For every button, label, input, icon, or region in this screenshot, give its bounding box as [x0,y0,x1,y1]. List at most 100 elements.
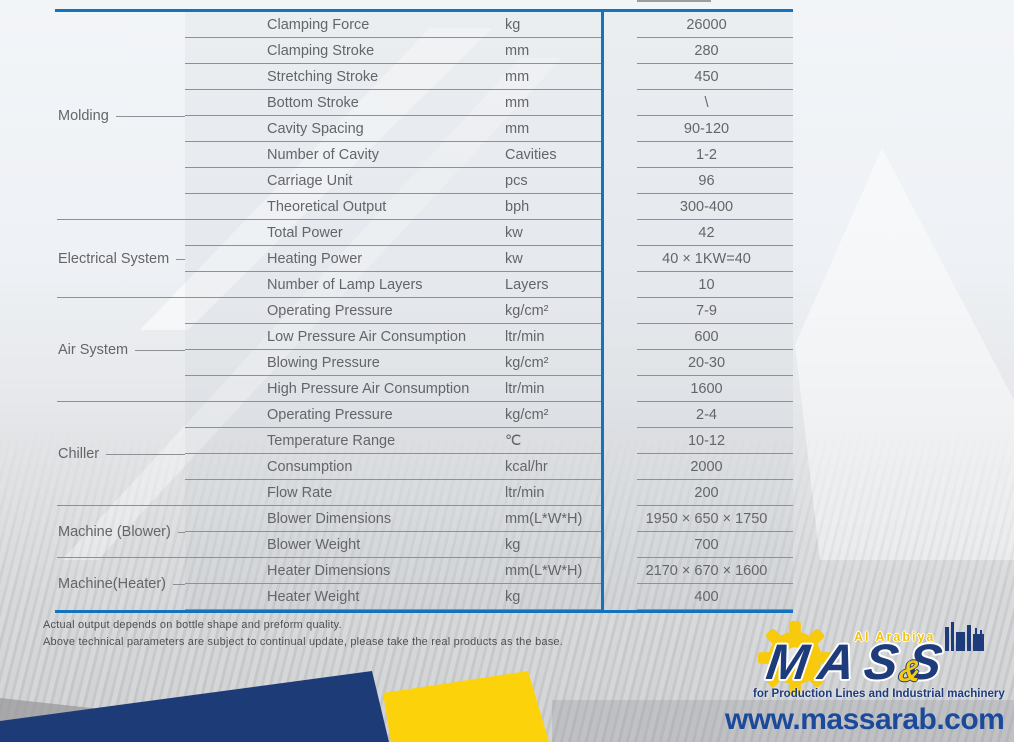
parameter-cell: Total Power [267,224,343,241]
parameter-cell: Number of Lamp Layers [267,276,423,293]
decor-bottom-band [552,700,1014,742]
unit-cell: kg/cm² [505,302,549,319]
category-connector-line [106,453,185,455]
value-cell: 10-12 [604,428,793,454]
parameter-cell: Flow Rate [267,484,333,501]
unit-cell: Layers [505,276,549,293]
table-group-electrical-system: Electrical System Total Power kw Heating Po… [55,220,793,298]
parameter-cell: Low Pressure Air Consumption [267,328,467,345]
value-cell: 300-400 [604,194,793,220]
value-column: 2170 × 670 × 1600 400 [604,558,793,610]
parameter-unit-column: Total Power kw Heating Power kw Number of La… [185,220,604,298]
unit-cell: kg/cm² [505,406,549,423]
value-cell: 2-4 [604,402,793,428]
gear-icon [757,620,833,696]
parameter-unit-column: Heater Dimensions mm(L*W*H) Heater Weight k… [185,558,604,610]
category-connector-line [173,583,185,585]
table-row: Number of Lamp Layers Layers [185,272,604,298]
table-group-molding: Molding Clamping Force kg Clamping Stroke mm… [55,12,793,220]
table-row: Heater Dimensions mm(L*W*H) [185,558,604,584]
unit-cell: ltr/min [505,328,545,345]
unit-cell: pcs [505,172,528,189]
parameter-cell: Clamping Stroke [267,42,375,59]
unit-cell: mm(L*W*H) [505,510,583,527]
category-cell: Machine(Heater) [55,558,185,610]
brand-tagline: for Production Lines and Industrial mach… [753,688,1005,700]
category-cell: Electrical System [55,220,185,298]
parameter-cell: Blower Weight [267,536,361,553]
value-cell: 20-30 [604,350,793,376]
category-label: Molding [58,108,109,124]
value-cell: 1600 [604,376,793,402]
value-cell: 700 [604,532,793,558]
value-cell: \ [604,90,793,116]
value-column: 42 40 × 1KW=40 10 [604,220,793,298]
category-connector-line [115,115,185,117]
parameter-cell: Consumption [267,458,353,475]
unit-cell: ℃ [505,432,522,449]
value-cell: 7-9 [604,298,793,324]
table-row: Clamping Force kg [185,12,604,38]
category-label: Machine(Heater) [58,576,166,592]
table-row: Flow Rate ltr/min [185,480,604,506]
category-connector-line [176,258,185,260]
parameter-cell: Clamping Force [267,16,370,33]
category-connector-line [135,349,185,351]
unit-cell: kg [505,16,521,33]
table-row: Heating Power kw [185,246,604,272]
footnote: Above technical parameters are subject t… [43,636,563,648]
parameter-cell: Heating Power [267,250,363,267]
value-cell: 280 [604,38,793,64]
value-column: 7-9 600 20-30 1600 [604,298,793,402]
parameter-unit-column: Operating Pressure kg/cm² Temperature Rang… [185,402,604,506]
unit-cell: kw [505,224,523,241]
value-cell: 42 [604,220,793,246]
parameter-cell: Theoretical Output [267,198,387,215]
unit-cell: kcal/hr [505,458,548,475]
unit-cell: Cavities [505,146,557,163]
unit-cell: bph [505,198,530,215]
value-cell: 400 [604,584,793,610]
parameter-cell: Cavity Spacing [267,120,364,137]
parameter-cell: High Pressure Air Consumption [267,380,470,397]
table-row: High Pressure Air Consumption ltr/min [185,376,604,402]
category-cell: Chiller [55,402,185,506]
category-connector-line [177,531,185,533]
parameter-cell: Heater Dimensions [267,562,391,579]
unit-cell: ltr/min [505,380,545,397]
unit-cell: mm [505,94,530,111]
value-cell: 2170 × 670 × 1600 [604,558,793,584]
table-row: Temperature Range ℃ [185,428,604,454]
table-groups: Molding Clamping Force kg Clamping Stroke mm… [55,12,793,610]
parameter-cell: Operating Pressure [267,302,393,319]
website-url: www.massarab.com [725,703,1005,736]
value-cell: 96 [604,168,793,194]
table-row: Cavity Spacing mm [185,116,604,142]
table-row: Consumption kcal/hr [185,454,604,480]
unit-cell: kg [505,536,521,553]
value-column: 2-4 10-12 2000 200 [604,402,793,506]
value-cell: 40 × 1KW=40 [604,246,793,272]
parameter-unit-column: Operating Pressure kg/cm² Low Pressure Air… [185,298,604,402]
parameter-unit-column: Blower Dimensions mm(L*W*H) Blower Weight k… [185,506,604,558]
table-row: Operating Pressure kg/cm² [185,298,604,324]
category-cell: Air System [55,298,185,402]
value-cell: 1950 × 650 × 1750 [604,506,793,532]
parameter-cell: Bottom Stroke [267,94,359,111]
parameter-cell: Number of Cavity [267,146,380,163]
category-cell: Molding [55,12,185,220]
category-label: Machine (Blower) [58,524,171,540]
value-cell: 2000 [604,454,793,480]
table-group-air-system: Air System Operating Pressure kg/cm² Low Pr… [55,298,793,402]
parameter-cell: Stretching Stroke [267,68,379,85]
table-group-machine-heater: Machine(Heater) Heater Dimensions mm(L*W*H… [55,558,793,610]
value-cell: 1-2 [604,142,793,168]
unit-cell: mm [505,42,530,59]
category-label: Electrical System [58,251,170,267]
brand-region: Al Arabiya [854,630,936,644]
table-row: Blower Dimensions mm(L*W*H) [185,506,604,532]
value-cell: 450 [604,64,793,90]
spec-table: Molding Clamping Force kg Clamping Stroke mm… [55,9,793,613]
parameter-cell: Operating Pressure [267,406,393,423]
unit-cell: kw [505,250,523,267]
